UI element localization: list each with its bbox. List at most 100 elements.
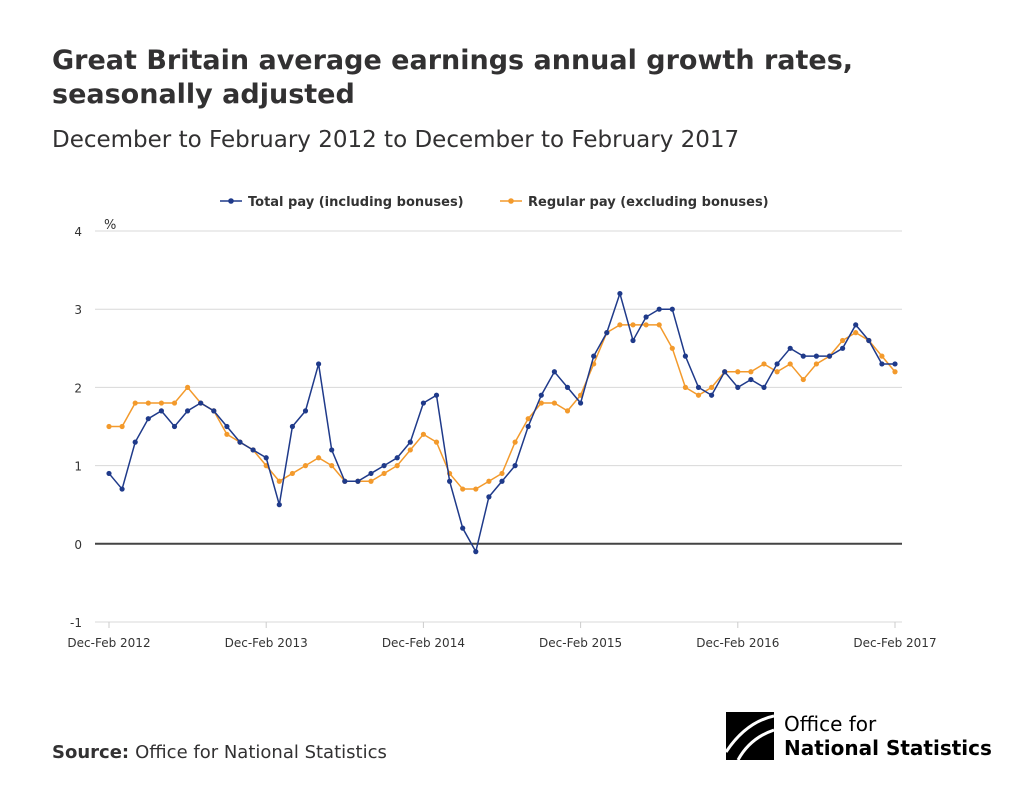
data-point (302, 463, 309, 469)
x-tick-label: Dec-Feb 2012 (67, 636, 150, 650)
data-point (316, 455, 322, 461)
data-point (525, 423, 531, 430)
chart-title: Great Britain average earnings annual gr… (52, 45, 854, 110)
y-tick-label: -1 (70, 616, 82, 630)
y-tick-label: 0 (74, 538, 82, 552)
data-point (669, 345, 675, 351)
data-point (276, 502, 282, 508)
data-point (853, 330, 859, 336)
data-point (119, 423, 125, 430)
data-point (656, 322, 662, 328)
data-point (840, 337, 846, 344)
data-point (433, 392, 440, 398)
data-point (748, 376, 754, 383)
data-point (578, 400, 584, 406)
series-line (108, 291, 895, 554)
data-point (695, 392, 702, 398)
data-point (800, 353, 806, 359)
data-point (800, 376, 806, 383)
data-point (158, 408, 164, 414)
ons-logo: Office for National Statistics (726, 712, 992, 760)
data-point (342, 478, 348, 484)
data-point (761, 384, 767, 390)
logo-line1: Office for (784, 712, 877, 736)
logo-line2: National Statistics (784, 736, 992, 760)
x-tick-label: Dec-Feb 2017 (853, 636, 936, 650)
data-point (551, 369, 558, 375)
data-point (473, 549, 479, 555)
data-point (591, 353, 597, 359)
data-point (224, 423, 230, 430)
data-point (302, 408, 309, 414)
data-point (787, 345, 793, 351)
data-point (892, 369, 898, 375)
data-point (499, 470, 505, 477)
data-point (158, 400, 164, 406)
data-point (263, 455, 269, 461)
data-point (329, 463, 335, 469)
data-point (564, 408, 571, 414)
data-point (643, 314, 649, 320)
x-tick-label: Dec-Feb 2014 (382, 636, 465, 650)
data-point (106, 470, 112, 477)
y-tick-label: 1 (74, 460, 82, 474)
series-line (109, 324, 896, 490)
data-point (630, 337, 636, 344)
data-point (407, 447, 413, 453)
chart-subtitle: December to February 2012 to December to… (52, 127, 740, 153)
data-point (368, 470, 374, 477)
legend-marker (508, 198, 514, 204)
x-tick-label: Dec-Feb 2013 (225, 636, 308, 650)
data-point (407, 439, 413, 445)
data-point (774, 369, 780, 375)
data-point (132, 400, 138, 406)
data-point (355, 478, 361, 484)
data-point (394, 455, 400, 461)
data-point (119, 486, 125, 492)
data-point (879, 353, 885, 359)
source-text: Office for National Statistics (135, 742, 387, 763)
data-point (813, 353, 820, 359)
data-point (774, 361, 780, 367)
data-point (525, 416, 531, 422)
data-point (813, 361, 820, 367)
legend-label: Total pay (including bonuses) (248, 195, 464, 210)
data-point (538, 400, 544, 406)
x-tick-label: Dec-Feb 2015 (539, 636, 622, 650)
data-point (171, 423, 178, 430)
data-point (866, 337, 872, 344)
data-point (538, 392, 544, 398)
source-note: Source: Office for National Statistics (52, 742, 387, 763)
data-point (512, 463, 518, 469)
legend-label: Regular pay (excluding bonuses) (528, 195, 769, 210)
data-point (709, 392, 715, 398)
data-point (617, 290, 623, 297)
data-point (486, 478, 492, 484)
data-point (276, 478, 282, 484)
data-point (656, 306, 662, 312)
data-point (132, 439, 138, 445)
y-tick-label: 4 (74, 225, 82, 239)
data-point (735, 369, 741, 375)
data-point (617, 322, 623, 328)
data-point (289, 470, 295, 477)
data-point (853, 322, 859, 328)
source-label: Source: (52, 742, 130, 763)
data-point (368, 478, 374, 484)
data-point (250, 447, 256, 453)
y-tick-label: 2 (74, 381, 82, 395)
data-point (460, 525, 466, 531)
data-point (185, 408, 191, 414)
data-point (564, 384, 571, 390)
data-point (682, 384, 689, 390)
data-point (486, 494, 492, 500)
data-point (198, 400, 204, 406)
data-point (722, 369, 728, 375)
data-point (826, 353, 833, 359)
data-point (879, 361, 885, 367)
data-point (512, 439, 518, 445)
data-point (460, 486, 466, 492)
x-tick-label: Dec-Feb 2016 (696, 636, 779, 650)
data-point (695, 384, 702, 390)
